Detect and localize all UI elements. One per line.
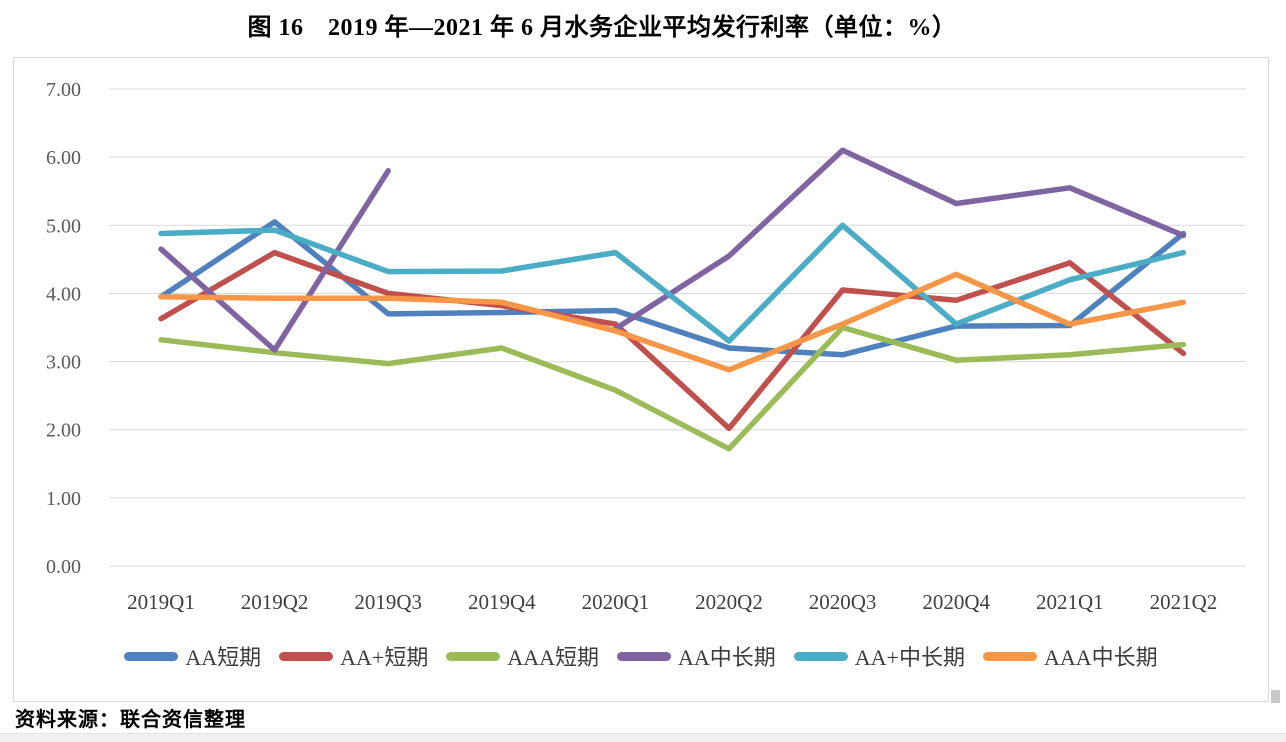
source-note: 资料来源：联合资信整理 — [15, 709, 246, 731]
y-axis-label: 3.00 — [46, 352, 81, 374]
series-line-AA中长期 — [158, 168, 391, 353]
x-axis-label: 2019Q3 — [354, 590, 422, 614]
line-chart-svg: 0.00 1.00 2.00 3.00 4.00 5.00 6.00 7.00 2019Q1 20… — [46, 79, 1246, 614]
legend-item-AA中长期: AA中长期 — [617, 640, 776, 672]
y-axis-label: 4.00 — [46, 283, 81, 305]
legend-label: AA短期 — [185, 645, 262, 670]
legend-item-AA+中长期: AA+中长期 — [793, 640, 965, 672]
y-axis-label: 7.00 — [46, 79, 81, 101]
legend-swatch-icon — [279, 651, 334, 661]
series-line-AA中长期 — [612, 147, 1187, 332]
legend-swatch-icon — [446, 651, 501, 661]
x-axis-label: 2021Q2 — [1150, 590, 1218, 614]
x-axis-label: 2020Q4 — [922, 590, 990, 614]
legend-item-AA短期: AA短期 — [124, 640, 261, 672]
chart-title: 图 16 2019 年—2021 年 6 月水务企业平均发行利率（单位：%） — [247, 15, 957, 41]
y-axis-label: 6.00 — [46, 147, 81, 169]
scrollbar-thumb[interactable] — [1271, 690, 1280, 703]
page-bottom-edge — [0, 733, 1286, 742]
legend-swatch-icon — [124, 651, 179, 661]
x-axis-label: 2019Q1 — [127, 590, 195, 614]
legend-label: AAA短期 — [507, 645, 599, 670]
x-axis-label: 2021Q1 — [1036, 590, 1104, 614]
series-line-AAA短期 — [158, 324, 1187, 452]
legend-item-AAA中长期: AAA中长期 — [982, 640, 1158, 672]
legend-label: AAA中长期 — [1043, 645, 1158, 670]
y-axis-label: 1.00 — [46, 488, 81, 510]
series-line-AAA中长期 — [158, 271, 1187, 373]
legend-swatch-icon — [617, 651, 671, 661]
series-line-AA短期 — [158, 219, 1187, 358]
legend: AA短期 AA+短期 AAA短期 AA中长期 AA+中长期 AAA中长期 — [14, 640, 1268, 672]
legend-item-AAA短期: AAA短期 — [446, 640, 599, 672]
y-axis-label: 5.00 — [46, 215, 81, 237]
y-axis-label: 2.00 — [46, 420, 81, 442]
x-axis-label: 2020Q3 — [809, 590, 877, 614]
x-axis-label: 2020Q1 — [582, 590, 650, 614]
x-axis-label: 2020Q2 — [695, 590, 763, 614]
x-axis-label: 2019Q2 — [241, 590, 309, 614]
legend-item-AA+短期: AA+短期 — [279, 640, 428, 672]
legend-label: AA+短期 — [340, 645, 429, 670]
legend-label: AA+中长期 — [854, 645, 965, 670]
legend-swatch-icon — [982, 651, 1037, 661]
y-axis-label: 0.00 — [46, 556, 81, 578]
series-line-AA+短期 — [158, 249, 1187, 432]
chart-frame: 0.00 1.00 2.00 3.00 4.00 5.00 6.00 7.00 2019Q1 20… — [13, 57, 1269, 702]
x-axis-label: 2019Q4 — [468, 590, 536, 614]
legend-label: AA中长期 — [678, 645, 776, 670]
legend-swatch-icon — [793, 651, 848, 661]
